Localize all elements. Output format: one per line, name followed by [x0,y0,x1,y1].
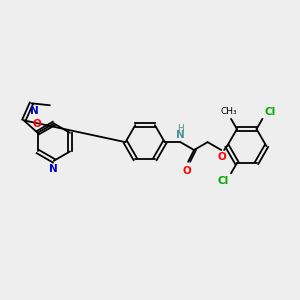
Text: Cl: Cl [218,176,229,186]
Text: N: N [50,164,58,174]
Text: O: O [183,166,191,176]
Text: O: O [218,152,226,162]
Text: H: H [177,124,184,133]
Text: Cl: Cl [264,107,276,117]
Text: N: N [176,130,185,140]
Text: CH₃: CH₃ [221,107,237,116]
Text: O: O [32,119,41,129]
Text: N: N [30,106,39,116]
